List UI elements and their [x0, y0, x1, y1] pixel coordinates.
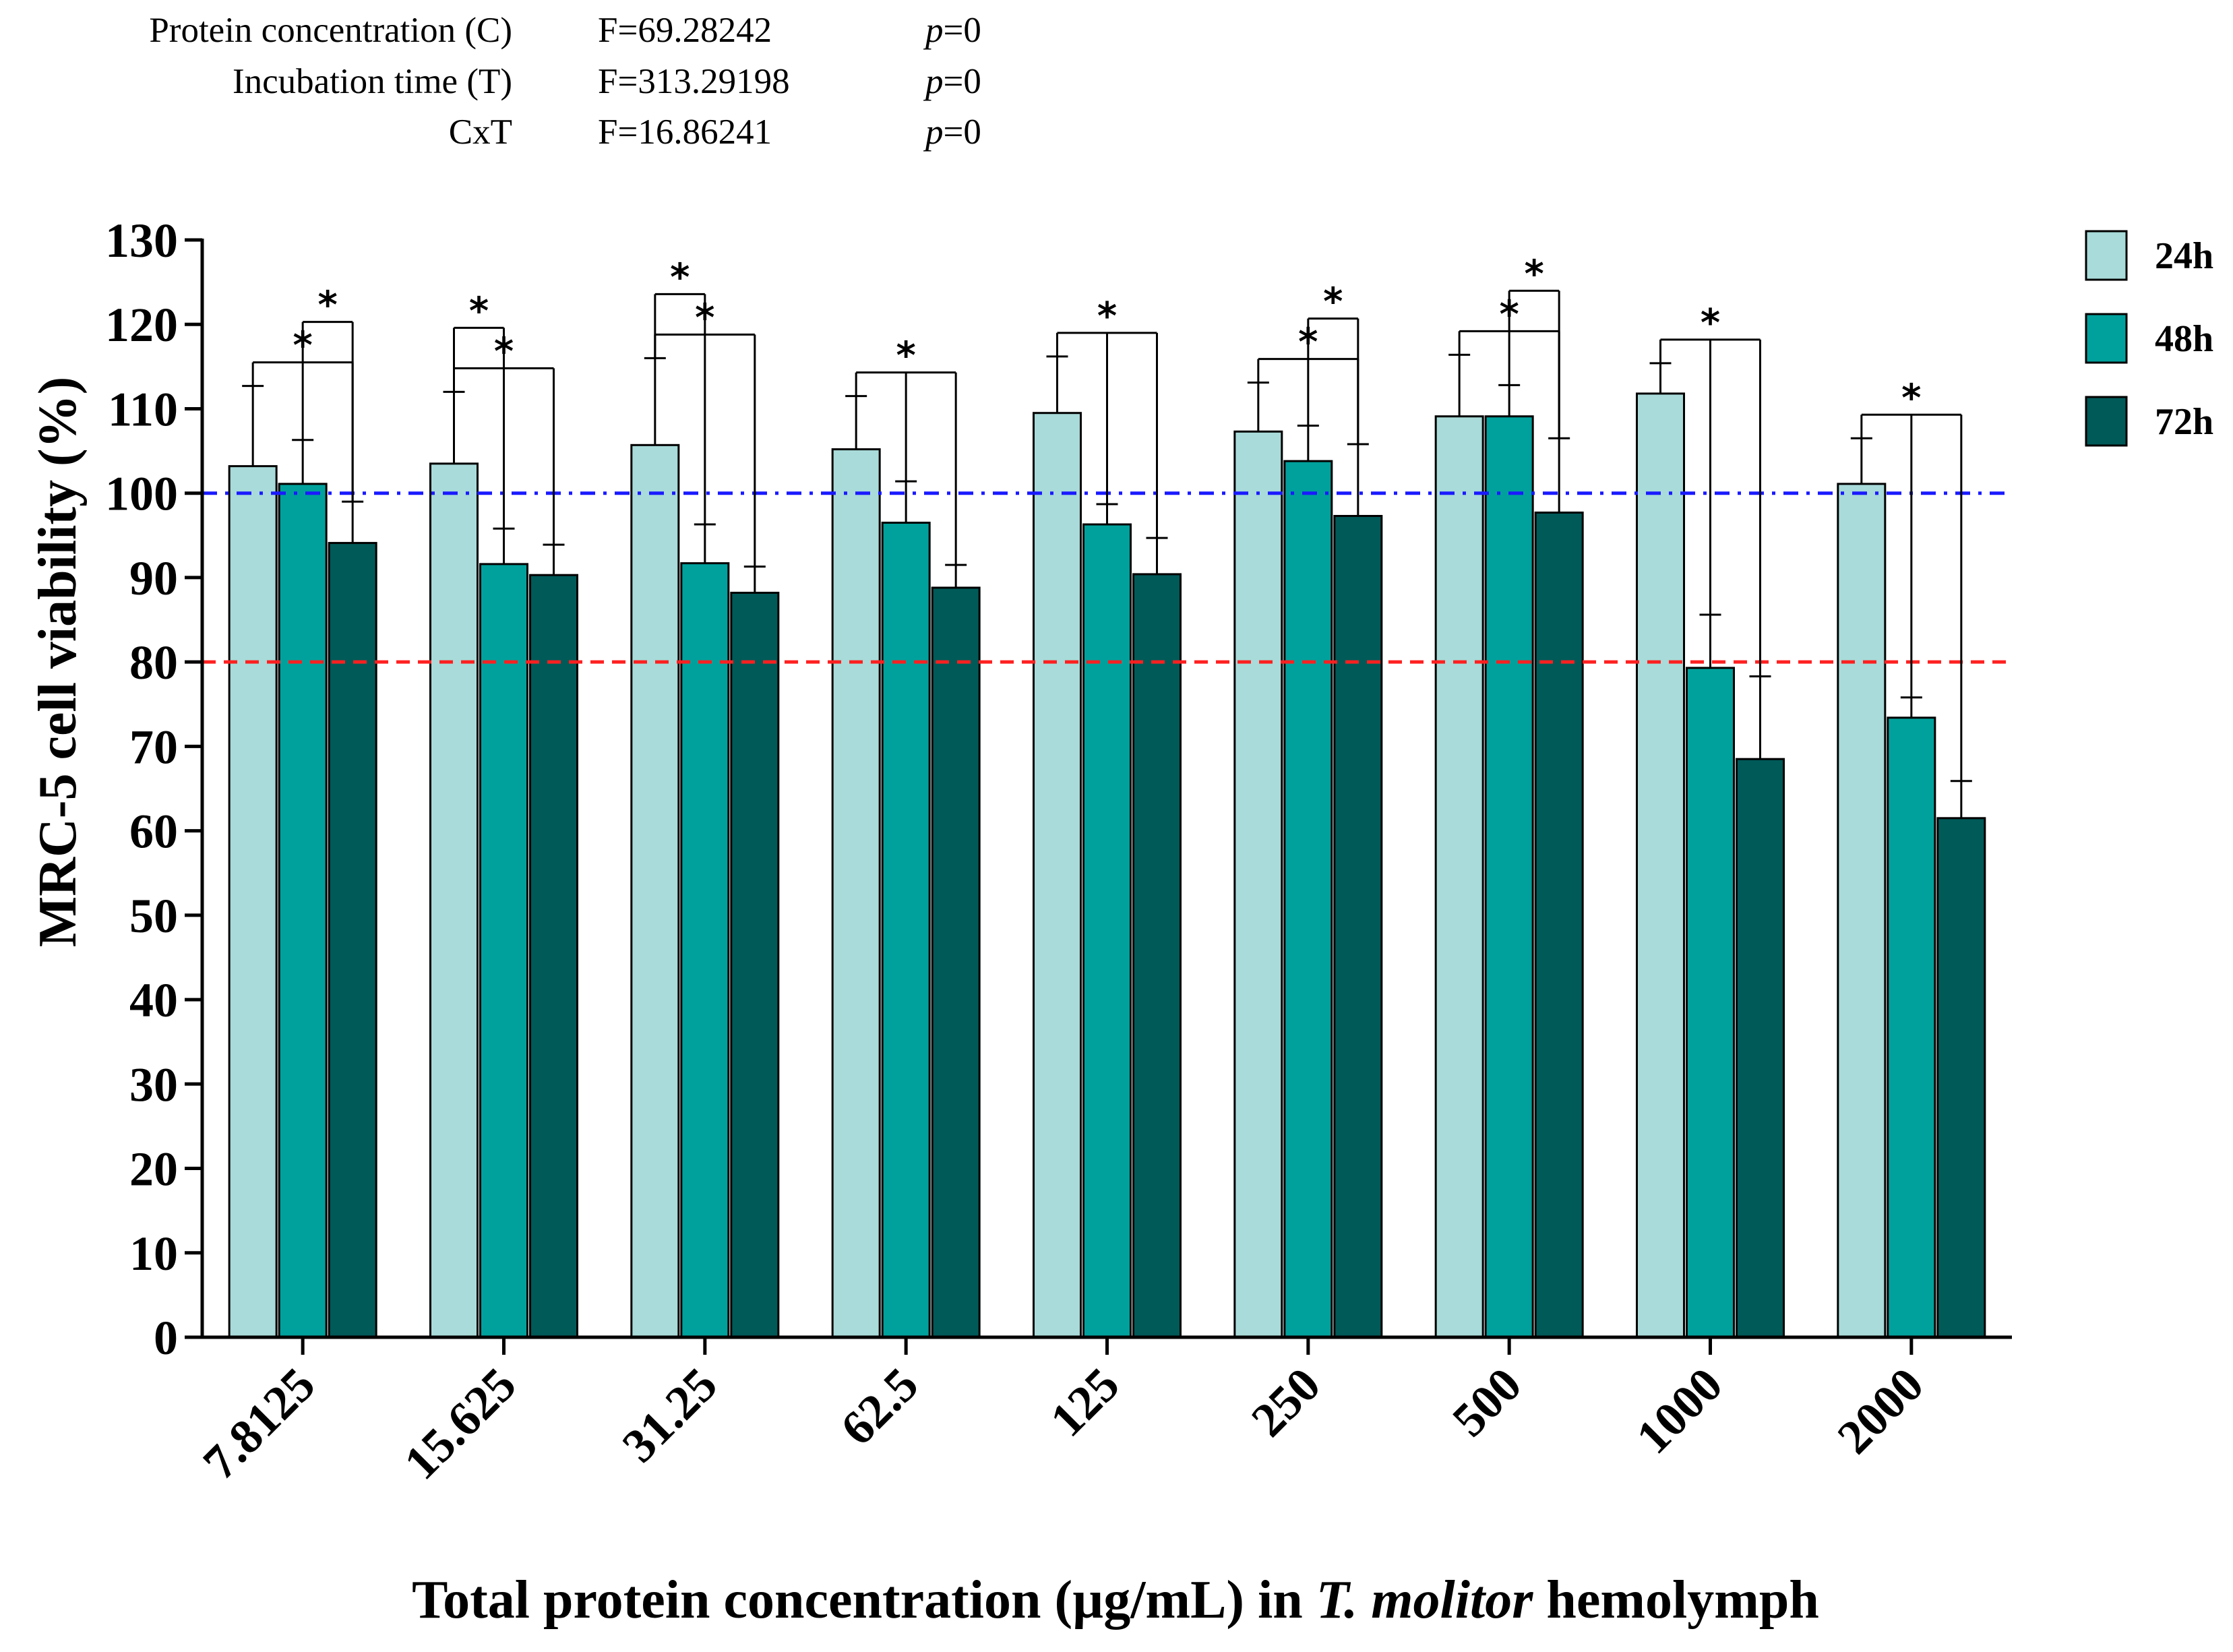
significance-bracket: *: [1508, 252, 1560, 439]
y-tick-label: 100: [105, 467, 178, 521]
significance-bracket: *: [453, 289, 505, 529]
x-tick-label: 250: [1241, 1357, 1330, 1447]
stat-p-symbol: p: [923, 11, 944, 50]
bar-72h-250: [1333, 515, 1383, 1339]
bar-72h-1000: [1736, 758, 1785, 1339]
y-tick-label: 130: [105, 214, 178, 268]
bar-48h-31.25: [680, 562, 730, 1339]
x-axis-title: Total protein concentration (µg/mL) in T…: [412, 1570, 1819, 1630]
bar-48h-1000: [1686, 667, 1735, 1339]
significance-bracket: *: [1659, 301, 1761, 677]
significance-star: *: [469, 289, 489, 333]
legend: 24h 48h 72h: [2085, 230, 2213, 447]
stat-label-concentration: Protein concentration (C): [149, 11, 512, 50]
y-tick-label: 20: [129, 1142, 178, 1196]
bar-48h-500: [1484, 415, 1534, 1339]
y-tick-label: 110: [108, 382, 178, 436]
legend-swatch-24h: [2085, 230, 2128, 281]
stat-f-time: F=313.29198: [598, 62, 790, 101]
significance-star: *: [1323, 280, 1343, 324]
stat-p-value: =0: [944, 113, 981, 152]
x-tick-label: 500: [1442, 1357, 1532, 1447]
y-tick-label: 120: [105, 298, 178, 352]
y-tick-label: 70: [129, 720, 178, 774]
stat-f-interaction: F=16.86241: [598, 113, 772, 152]
anova-stats: Protein concentration (C) F=69.28242 p=0…: [149, 11, 981, 152]
y-tick-label: 0: [154, 1311, 178, 1365]
bar-24h-125: [1033, 412, 1082, 1339]
y-tick-label: 10: [129, 1227, 178, 1281]
x-tick-label: 1000: [1626, 1357, 1732, 1464]
bar-48h-2000: [1887, 716, 1936, 1339]
stat-f-concentration: F=69.28242: [598, 11, 772, 50]
bar-24h-62.5: [831, 448, 881, 1339]
stat-p-concentration: p=0: [923, 11, 981, 50]
bar-24h-15.625: [429, 462, 479, 1339]
bar-24h-250: [1233, 430, 1283, 1339]
legend-swatch-48h: [2085, 313, 2128, 364]
significance-bracket: *: [855, 334, 957, 565]
stat-p-symbol: p: [923, 62, 944, 101]
bar-48h-15.625: [479, 563, 528, 1339]
y-tick-label: 90: [129, 551, 178, 605]
y-tick-label: 40: [129, 973, 178, 1027]
bar-72h-15.625: [529, 574, 578, 1339]
y-tick-label: 50: [129, 889, 178, 943]
legend-label-48h: 48h: [2155, 318, 2213, 360]
x-axis-title-part: hemolymph: [1533, 1570, 1819, 1630]
stat-p-time: p=0: [923, 62, 981, 101]
significance-star: *: [1525, 252, 1544, 296]
bar-48h-125: [1082, 523, 1132, 1339]
significance-star: *: [1901, 376, 1921, 420]
x-tick-label: 31.25: [612, 1357, 727, 1473]
significance-bracket: *: [654, 255, 706, 525]
legend-swatch-72h: [2085, 396, 2128, 447]
bar-48h-62.5: [881, 522, 931, 1339]
x-tick-label: 7.8125: [193, 1357, 326, 1490]
significance-bracket: *: [301, 284, 354, 502]
bar-48h-250: [1283, 460, 1333, 1339]
significance-bracket: *: [1307, 280, 1359, 445]
x-axis-title-species: T. molitor: [1316, 1570, 1533, 1630]
significance-star: *: [670, 255, 690, 299]
stat-p-interaction: p=0: [923, 113, 981, 152]
bar-48h-7.8125: [278, 483, 328, 1339]
bar-24h-1000: [1636, 392, 1685, 1339]
stat-p-value: =0: [944, 11, 981, 50]
significance-bracket: *: [1860, 376, 1963, 781]
significance-star: *: [318, 284, 338, 328]
bar-24h-31.25: [630, 443, 680, 1339]
stat-label-time: Incubation time (T): [233, 62, 512, 101]
stat-p-symbol: p: [923, 113, 944, 152]
y-tick-label: 80: [129, 636, 178, 690]
bar-72h-7.8125: [328, 542, 377, 1339]
significance-bracket: *: [1056, 295, 1158, 539]
bar-24h-2000: [1837, 483, 1887, 1339]
y-axis-title: MRC-5 cell viability (%): [28, 377, 88, 947]
significance-star: *: [1701, 301, 1720, 345]
plot-area: 0 10 20 30 40 50 60 70 80 90 100 110 120 130 7.8125 15.…: [105, 214, 2012, 1490]
significance-star: *: [1097, 295, 1117, 338]
bar-72h-2000: [1936, 817, 1986, 1339]
legend-label-72h: 72h: [2155, 401, 2213, 443]
bar-72h-500: [1534, 511, 1584, 1339]
stat-p-value: =0: [944, 62, 981, 101]
stat-label-interaction: CxT: [449, 113, 512, 152]
x-tick-label: 125: [1040, 1357, 1130, 1447]
significance-star: *: [896, 334, 916, 378]
x-tick-label: 2000: [1827, 1357, 1934, 1464]
y-tick-label: 30: [129, 1058, 178, 1111]
bar-72h-125: [1132, 573, 1182, 1339]
x-tick-label: 62.5: [830, 1357, 929, 1456]
legend-label-24h: 24h: [2155, 235, 2213, 277]
bar-24h-500: [1434, 415, 1484, 1339]
x-axis-title-part: Total protein concentration (µg/mL) in: [412, 1570, 1316, 1630]
y-tick-label: 60: [129, 805, 178, 859]
x-tick-label: 15.625: [394, 1357, 526, 1490]
bar-72h-31.25: [730, 591, 780, 1339]
bar-24h-7.8125: [228, 465, 278, 1339]
bar-72h-62.5: [931, 586, 981, 1339]
